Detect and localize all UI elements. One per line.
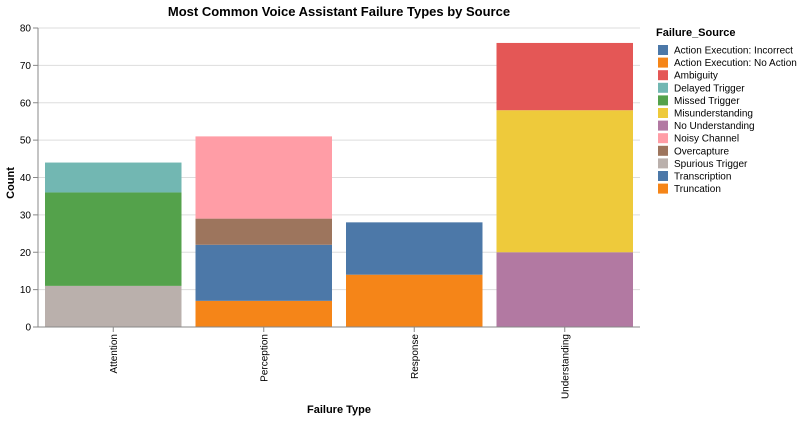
legend-label[interactable]: No Understanding bbox=[674, 121, 755, 132]
legend-label[interactable]: Ambiguity bbox=[674, 71, 718, 82]
bar-segment[interactable] bbox=[346, 222, 483, 275]
legend-label[interactable]: Delayed Trigger bbox=[674, 83, 745, 94]
legend-swatch bbox=[658, 70, 668, 81]
y-tick-label: 30 bbox=[20, 210, 32, 221]
y-tick-label: 80 bbox=[20, 24, 32, 35]
y-tick-label: 50 bbox=[20, 136, 32, 147]
bar-segment[interactable] bbox=[346, 274, 483, 327]
bar-segment[interactable] bbox=[496, 252, 634, 327]
x-axis-title: Failure Type bbox=[307, 404, 371, 416]
legend-label[interactable]: Action Execution: No Action bbox=[674, 58, 797, 69]
legend-swatch bbox=[658, 120, 668, 131]
legend-label[interactable]: Transcription bbox=[674, 172, 731, 183]
chart-title: Most Common Voice Assistant Failure Type… bbox=[168, 4, 510, 19]
bar-segment[interactable] bbox=[195, 218, 333, 245]
legend-swatch bbox=[658, 158, 668, 169]
legend-swatch bbox=[658, 183, 668, 194]
bar-segment[interactable] bbox=[195, 244, 333, 301]
legend-label[interactable]: Truncation bbox=[674, 184, 721, 195]
y-tick-label: 0 bbox=[25, 323, 31, 334]
legend-label[interactable]: Action Execution: Incorrect bbox=[674, 46, 793, 57]
bar-segment[interactable] bbox=[45, 192, 182, 286]
legend-swatch bbox=[658, 82, 668, 93]
y-tick-label: 70 bbox=[20, 61, 32, 72]
y-tick-label: 10 bbox=[20, 285, 32, 296]
legend-swatch bbox=[658, 57, 668, 68]
legend-swatch bbox=[658, 145, 668, 156]
bar-segment[interactable] bbox=[496, 42, 634, 111]
y-tick-label: 20 bbox=[20, 248, 32, 259]
legend-swatch bbox=[658, 108, 668, 118]
bar-segment[interactable] bbox=[496, 110, 634, 253]
legend-label[interactable]: Missed Trigger bbox=[674, 96, 740, 107]
bar-segment[interactable] bbox=[195, 136, 333, 219]
legend-label[interactable]: Spurious Trigger bbox=[674, 159, 748, 170]
legend: Failure_Source Action Execution: Incorre… bbox=[656, 27, 797, 195]
legend-label[interactable]: Overcapture bbox=[674, 146, 729, 157]
bar-segment[interactable] bbox=[195, 300, 333, 327]
legend-label[interactable]: Misunderstanding bbox=[674, 109, 753, 120]
legend-swatch bbox=[658, 133, 668, 144]
y-tick-label: 40 bbox=[20, 173, 32, 184]
x-tick-label: Perception bbox=[259, 334, 270, 382]
bars bbox=[45, 42, 634, 327]
legend-swatch bbox=[658, 45, 668, 55]
legend-swatch bbox=[658, 95, 668, 106]
y-axis-title: Count bbox=[5, 167, 17, 199]
axes: 0 10 20 30 40 50 60 70 80 Attention Perception Resp… bbox=[20, 24, 640, 399]
bar-segment[interactable] bbox=[45, 162, 182, 193]
legend-swatch bbox=[658, 171, 668, 181]
legend-label[interactable]: Noisy Channel bbox=[674, 134, 739, 145]
y-tick-label: 60 bbox=[20, 98, 32, 109]
bar-segment[interactable] bbox=[45, 285, 182, 327]
legend-title: Failure_Source bbox=[656, 27, 735, 39]
x-tick-label: Response bbox=[410, 334, 421, 379]
x-tick-label: Understanding bbox=[560, 334, 571, 399]
x-tick-label: Attention bbox=[109, 334, 120, 373]
